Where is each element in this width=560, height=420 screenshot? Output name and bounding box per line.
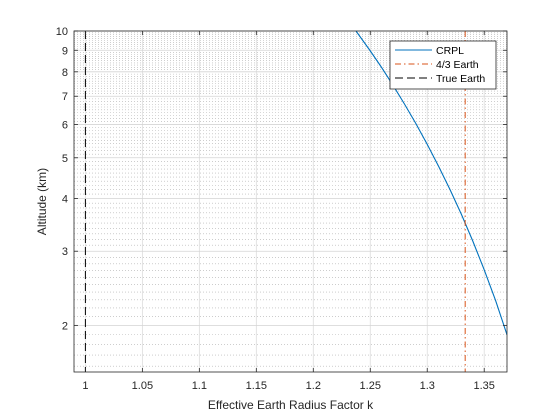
x-tick-label: 1.2 [306, 380, 321, 392]
y-tick-label: 9 [62, 45, 68, 57]
y-tick-label: 8 [62, 67, 68, 79]
y-tick-label: 7 [62, 91, 68, 103]
x-tick-label: 1.25 [360, 380, 381, 392]
x-tick-label: 1.15 [246, 380, 267, 392]
y-axis-title: Altitude (km) [35, 168, 49, 235]
x-tick-label: 1 [82, 380, 88, 392]
minor-grid [74, 32, 507, 367]
x-tick-labels: 1 1.05 1.1 1.15 1.2 1.25 1.3 1.35 [82, 380, 495, 392]
legend-label-crpl: CRPL [436, 45, 464, 57]
y-tick-labels: 2 3 4 5 6 7 8 9 10 [56, 26, 68, 332]
y-tick-label: 5 [62, 153, 68, 165]
axis-ticks [74, 30, 507, 372]
x-tick-label: 1.1 [192, 380, 207, 392]
y-tick-label: 3 [62, 246, 68, 258]
x-tick-label: 1.35 [473, 380, 494, 392]
legend-box [389, 40, 497, 90]
x-axis-title: Effective Earth Radius Factor k [208, 398, 374, 412]
y-tick-label: 6 [62, 119, 68, 131]
plot-frame [73, 30, 508, 373]
y-tick-label: 4 [62, 194, 68, 206]
x-tick-label: 1.3 [420, 380, 435, 392]
x-tick-label: 1.05 [132, 380, 153, 392]
legend: CRPL 4/3 Earth True Earth [389, 40, 497, 90]
legend-label-true-earth: True Earth [436, 73, 485, 85]
y-tick-label: 2 [62, 320, 68, 332]
y-tick-label: 10 [56, 26, 68, 38]
series-line-0 [355, 31, 507, 335]
legend-label-four-thirds-earth: 4/3 Earth [436, 59, 479, 71]
